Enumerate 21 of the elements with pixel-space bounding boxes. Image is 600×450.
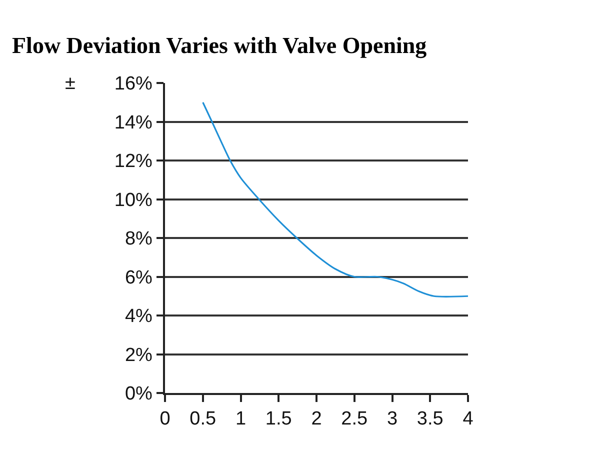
y-tick-label: 0% [124,384,153,405]
y-tick-label: 14% [114,112,153,134]
y-tick-label: 16% [114,74,153,95]
x-tick-label: 0.5 [190,408,216,430]
x-tick-label: 2 [311,408,322,430]
x-tick-label: 2.5 [341,408,368,430]
x-tick-label: 3.5 [416,408,444,430]
line-series [202,102,468,298]
x-tick-label: 1 [235,408,246,430]
y-tick-label: 2% [124,344,153,366]
x-tick-label: 4 [462,408,474,430]
y-tick-label: 4% [124,306,153,328]
y-axis-title: ± [65,73,76,94]
y-tick-label: 6% [124,267,153,288]
chart-title: Flow Deviation Varies with Valve Opening [12,33,428,60]
y-tick-label: 10% [114,190,153,211]
x-tick-label: 1.5 [265,408,292,430]
x-tick-label: 3 [386,408,398,430]
y-tick-label: 12% [114,151,153,172]
y-tick-label: 8% [124,228,153,250]
x-tick-label: 0 [160,408,170,430]
